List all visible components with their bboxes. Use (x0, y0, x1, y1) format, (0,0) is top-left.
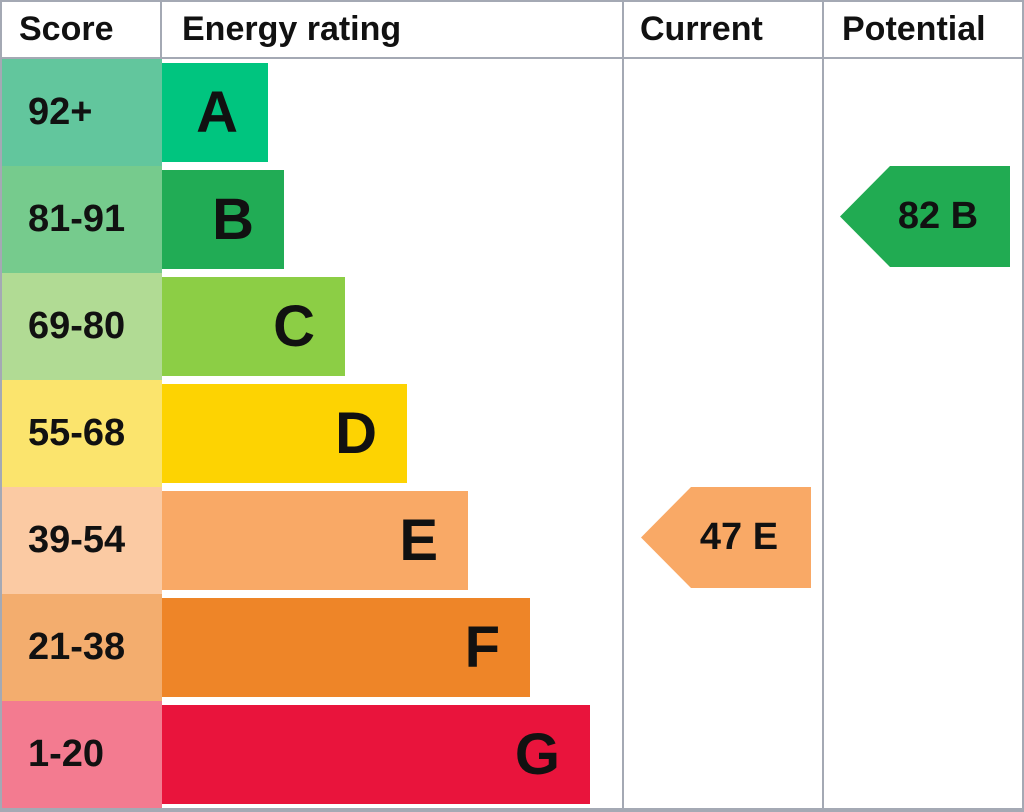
band-score-cell: 69-80 (2, 273, 162, 380)
band-row: 69-80 C (2, 273, 1022, 380)
current-rating-label: 47 E (699, 516, 779, 558)
band-bar: F (162, 598, 530, 697)
potential-rating-label: 82 B (897, 195, 979, 237)
band-bar: B (162, 170, 284, 269)
band-row: 55-68 D (2, 380, 1022, 487)
band-score-cell: 39-54 (2, 487, 162, 594)
score-column-divider (160, 2, 162, 57)
band-score-cell: 55-68 (2, 380, 162, 487)
band-rows: 92+ A 81-91 B 69-80 C 55-68 D 39-54 E 21… (2, 59, 1022, 808)
header-divider-line (2, 57, 1022, 59)
band-score-cell: 21-38 (2, 594, 162, 701)
band-score-cell: 92+ (2, 59, 162, 166)
band-bar: A (162, 63, 268, 162)
band-score-cell: 1-20 (2, 701, 162, 808)
band-bar: G (162, 705, 590, 804)
band-score-cell: 81-91 (2, 166, 162, 273)
header-potential: Potential (842, 10, 986, 48)
header-energy-rating: Energy rating (182, 10, 402, 48)
header-score: Score (19, 10, 114, 48)
band-row: 1-20 G (2, 701, 1022, 808)
band-bar: D (162, 384, 407, 483)
band-bar: C (162, 277, 345, 376)
band-row: 21-38 F (2, 594, 1022, 701)
band-row: 81-91 B (2, 166, 1022, 273)
band-row: 39-54 E (2, 487, 1022, 594)
band-row: 92+ A (2, 59, 1022, 166)
band-bar: E (162, 491, 468, 590)
current-column-divider (622, 2, 624, 808)
header-current: Current (640, 10, 763, 48)
potential-rating-arrow: 82 B (840, 166, 1010, 267)
potential-column-divider (822, 2, 824, 808)
